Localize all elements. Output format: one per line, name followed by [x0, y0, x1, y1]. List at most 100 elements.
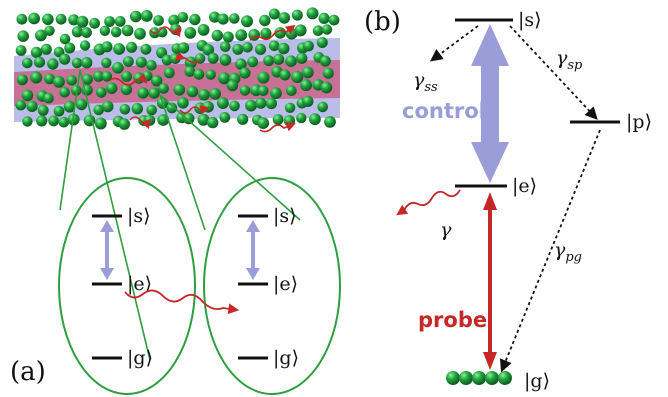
atom — [161, 54, 173, 66]
atom — [28, 12, 40, 25]
atom — [237, 113, 249, 125]
atom — [317, 101, 329, 113]
atom — [273, 53, 285, 65]
atom — [229, 13, 240, 24]
atom — [242, 42, 253, 53]
atom — [193, 68, 205, 80]
atom — [151, 75, 163, 87]
decay-ss-arrow — [429, 25, 479, 62]
atom — [197, 113, 210, 126]
atom — [59, 87, 70, 98]
atom — [15, 45, 27, 56]
atom — [322, 67, 334, 79]
atom — [324, 116, 336, 128]
atom — [121, 24, 134, 37]
mini-left-level-g: |g⟩ — [127, 347, 153, 369]
atom — [76, 15, 89, 28]
atom — [316, 37, 328, 48]
atom — [202, 44, 215, 56]
atom — [205, 69, 216, 80]
atom — [232, 43, 244, 55]
atom — [285, 55, 297, 67]
atom — [220, 41, 231, 52]
atom — [235, 58, 247, 70]
decay-pg-arrow — [499, 129, 601, 373]
atom — [186, 85, 199, 98]
atom — [300, 79, 312, 92]
atom — [291, 9, 303, 21]
atom — [278, 12, 291, 24]
atom — [131, 103, 143, 115]
atom — [157, 114, 170, 126]
ground-state-atoms — [446, 371, 512, 385]
atom — [306, 7, 319, 20]
atom — [270, 87, 282, 99]
atom — [197, 24, 210, 36]
rate-gamma-ss: γss — [413, 69, 438, 95]
probe-label: probe — [418, 308, 487, 332]
atom — [17, 30, 30, 42]
atom — [173, 84, 186, 96]
atom — [96, 87, 107, 98]
atom — [198, 89, 210, 101]
atom — [207, 116, 219, 129]
mini-left-level-s: |s⟩ — [127, 205, 151, 227]
atom — [229, 100, 240, 112]
atom — [81, 73, 93, 85]
rate-gamma-pg: γpg — [554, 239, 582, 265]
level-s-label: |s⟩ — [518, 9, 542, 31]
panel-label-b: (b) — [364, 7, 401, 37]
atom — [48, 115, 59, 127]
atom — [110, 26, 122, 38]
atom — [312, 25, 324, 36]
atom — [89, 17, 100, 29]
atom — [219, 54, 232, 66]
mini-scheme-left: |s⟩ |e⟩ |g⟩ — [92, 205, 240, 369]
atom — [71, 26, 83, 38]
atom — [106, 82, 118, 95]
atom — [148, 87, 160, 99]
atom — [22, 116, 33, 127]
atom — [153, 15, 164, 26]
atom — [59, 33, 71, 45]
atom — [93, 104, 104, 116]
atom — [71, 57, 83, 69]
atom — [36, 115, 48, 127]
atom — [189, 13, 201, 26]
atom — [126, 41, 138, 53]
zoom-ellipse-left — [58, 177, 196, 395]
atom — [309, 113, 321, 126]
atom — [118, 118, 131, 130]
atom — [257, 117, 270, 129]
zoom-ellipse-right — [203, 177, 341, 395]
atom — [168, 14, 180, 26]
atom — [42, 13, 54, 26]
atom — [319, 55, 331, 67]
atom — [286, 85, 297, 96]
atom — [268, 40, 280, 52]
atom — [328, 14, 340, 26]
atom — [257, 85, 269, 97]
atom — [268, 8, 280, 20]
atom — [218, 72, 231, 85]
mini-decay-photon — [124, 289, 240, 315]
atom — [184, 27, 197, 39]
atom — [16, 74, 28, 86]
atom — [113, 43, 125, 55]
atom — [211, 29, 223, 42]
atom — [119, 104, 131, 115]
atom — [35, 29, 47, 42]
atom — [79, 40, 91, 51]
atom — [254, 43, 267, 56]
cloud-decay-photons — [109, 24, 296, 133]
atom — [209, 11, 221, 23]
atom — [15, 99, 27, 111]
atom — [320, 81, 333, 94]
atom — [318, 12, 330, 24]
rate-gamma-sp: γsp — [556, 47, 583, 73]
atom — [158, 83, 169, 94]
atom — [134, 27, 146, 40]
level-p-label: |p⟩ — [626, 111, 652, 133]
panel-label-a: (a) — [10, 357, 46, 387]
